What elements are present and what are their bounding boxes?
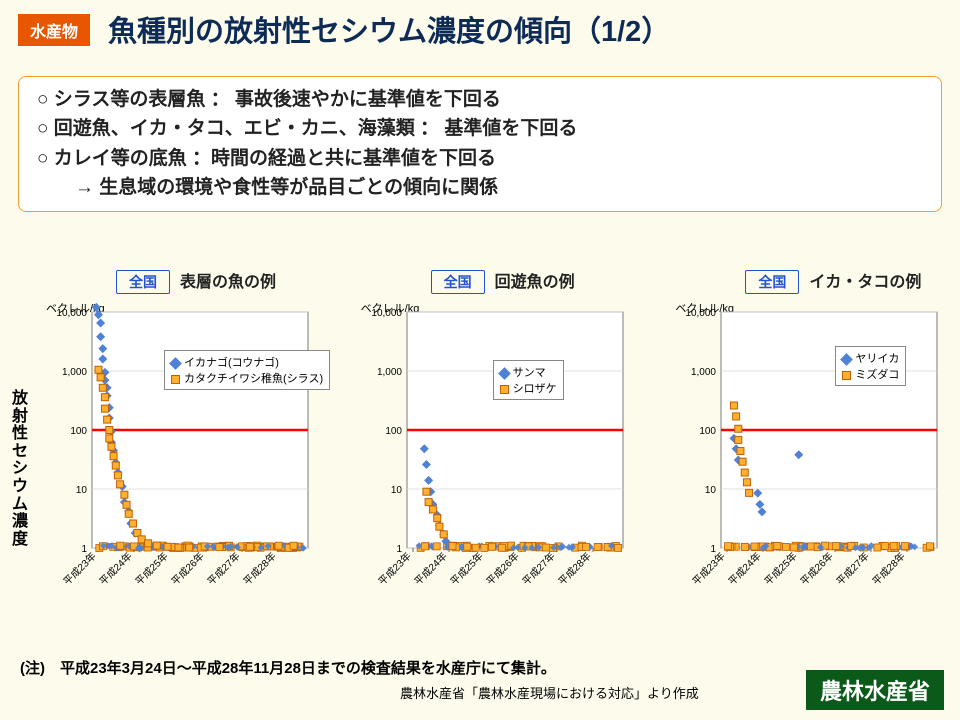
svg-text:平成25年: 平成25年 — [447, 550, 485, 588]
chart-panel-2: 全国回遊魚の例ベクレル/kg1101001,00010,000平成23年平成24… — [325, 268, 636, 628]
svg-text:平成26年: 平成26年 — [483, 550, 521, 588]
svg-text:平成24年: 平成24年 — [411, 550, 449, 588]
svg-text:平成26年: 平成26年 — [168, 550, 206, 588]
summary-line: → 生息域の環境や食性等が品目ごとの傾向に関係 — [37, 173, 923, 202]
ministry-label: 農林水産省 — [806, 670, 944, 710]
svg-text:100: 100 — [700, 426, 717, 437]
page-title: 魚種別の放射性セシウム濃度の傾向（1/2） — [108, 8, 670, 50]
svg-text:平成25年: 平成25年 — [762, 550, 800, 588]
region-pill: 全国 — [745, 270, 799, 294]
svg-text:平成23年: 平成23年 — [690, 550, 728, 588]
region-pill: 全国 — [431, 270, 485, 294]
svg-text:100: 100 — [385, 426, 402, 437]
svg-text:10,000: 10,000 — [56, 308, 87, 319]
chart-panel-3: 全国イカ・タコの例ベクレル/kg1101001,00010,000平成23年平成… — [639, 268, 950, 628]
svg-text:平成28年: 平成28年 — [240, 550, 278, 588]
summary-line: ○ シラス等の表層魚 ： 事故後速やかに基準値を下回る — [37, 85, 923, 114]
svg-text:10,000: 10,000 — [371, 308, 402, 319]
legend: ヤリイカ ミズダコ — [835, 346, 906, 386]
region-pill: 全国 — [116, 270, 170, 294]
svg-text:100: 100 — [70, 426, 87, 437]
svg-text:1,000: 1,000 — [62, 367, 87, 378]
summary-line: ○ カレイ等の底魚 ：時間の経過と共に基準値を下回る — [37, 144, 923, 173]
svg-text:平成28年: 平成28年 — [870, 550, 908, 588]
source-text: 農林水産省「農林水産現場における対応」より作成 — [400, 683, 699, 702]
svg-text:平成25年: 平成25年 — [132, 550, 170, 588]
footnote: (注) 平成23年3月24日～平成28年11月28日までの検査結果を水産庁にて集… — [20, 657, 556, 678]
svg-text:平成28年: 平成28年 — [555, 550, 593, 588]
svg-text:1: 1 — [396, 544, 402, 555]
svg-text:平成26年: 平成26年 — [798, 550, 836, 588]
svg-text:10,000: 10,000 — [686, 308, 717, 319]
scatter-chart: 1 10 100 1,000 10,000 平成23年平成24年平成25年平成26年平成2… — [46, 298, 316, 628]
chart-title: イカ・タコの例 — [809, 268, 921, 292]
chart-title: 表層の魚の例 — [180, 268, 276, 292]
svg-text:1,000: 1,000 — [691, 367, 716, 378]
svg-text:平成27年: 平成27年 — [204, 550, 242, 588]
svg-text:平成24年: 平成24年 — [726, 550, 764, 588]
svg-text:10: 10 — [76, 485, 88, 496]
chart-title: 回遊魚の例 — [495, 268, 575, 292]
svg-text:平成23年: 平成23年 — [375, 550, 413, 588]
category-tag: 水産物 — [18, 14, 90, 46]
svg-text:10: 10 — [705, 485, 717, 496]
svg-text:平成27年: 平成27年 — [519, 550, 557, 588]
legend: イカナゴ(コウナゴ) カタクチイワシ稚魚(シラス) — [164, 350, 330, 390]
charts-row: 全国表層の魚の例ベクレル/kg1101001,00010,000平成23年平成2… — [10, 268, 950, 628]
svg-text:10: 10 — [391, 485, 403, 496]
svg-text:平成23年: 平成23年 — [60, 550, 98, 588]
summary-box: ○ シラス等の表層魚 ： 事故後速やかに基準値を下回る ○ 回遊魚、イカ・タコ、… — [18, 76, 942, 212]
legend: サンマ シロザケ — [493, 360, 564, 400]
svg-text:1: 1 — [711, 544, 717, 555]
summary-line: ○ 回遊魚、イカ・タコ、エビ・カニ、海藻類 ： 基準値を下回る — [37, 114, 923, 143]
svg-text:1: 1 — [81, 544, 87, 555]
svg-text:平成27年: 平成27年 — [834, 550, 872, 588]
scatter-chart: 1 10 100 1,000 10,000 平成23年平成24年平成25年平成26年平成2… — [361, 298, 631, 628]
chart-panel-1: 全国表層の魚の例ベクレル/kg1101001,00010,000平成23年平成2… — [10, 268, 321, 628]
svg-text:平成24年: 平成24年 — [96, 550, 134, 588]
svg-text:1,000: 1,000 — [377, 367, 402, 378]
